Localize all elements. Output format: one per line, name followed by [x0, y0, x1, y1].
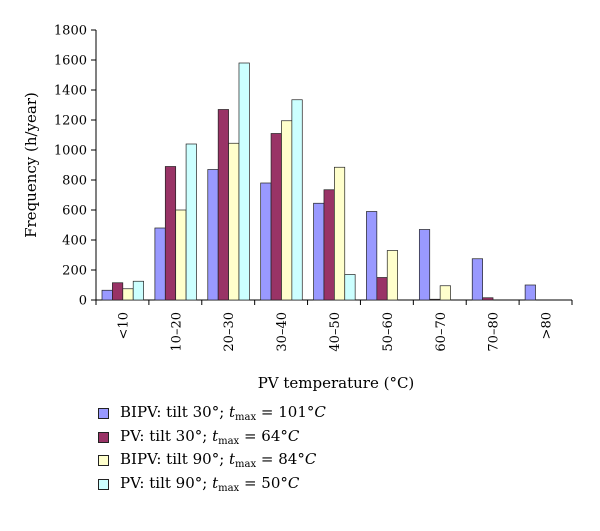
x-tick-label: >80	[540, 312, 555, 339]
bar	[132, 280, 144, 301]
x-tick-label: 40–50	[328, 312, 343, 352]
legend-swatch-series-3	[98, 455, 109, 466]
legend-swatch-series-4	[98, 478, 109, 490]
bar	[228, 142, 240, 301]
bar	[524, 284, 536, 301]
bar	[313, 202, 325, 301]
bar	[429, 298, 441, 301]
bar	[185, 143, 197, 301]
x-tick-label: 60–70	[434, 312, 449, 352]
x-tick-label: <10	[116, 312, 131, 339]
x-tick-label: 10–20	[169, 312, 184, 352]
x-axis: <10 10–20 20–30 30–40 40–50 50–60 60–70 70–80 >8…	[95, 299, 573, 352]
x-tick-label: 70–80	[487, 312, 502, 352]
bar	[112, 282, 124, 301]
bar	[323, 189, 335, 301]
bar	[482, 297, 494, 301]
x-tick-label: 50–60	[381, 312, 396, 352]
bar	[376, 277, 388, 301]
bar	[366, 211, 378, 301]
bar	[101, 289, 113, 301]
bar	[154, 227, 166, 301]
bar	[439, 285, 451, 301]
legend-label-series-3: BIPV: tilt 90°; tmax = 84°C	[120, 450, 317, 470]
bar	[281, 120, 293, 301]
y-tick-label: 1000	[54, 144, 87, 159]
bar	[175, 209, 187, 301]
y-tick-label: 800	[62, 174, 87, 189]
y-tick-label: 600	[62, 204, 87, 219]
x-ticks: <10 10–20 20–30 30–40 40–50 50–60 60–70 70–80 >8…	[95, 300, 573, 352]
y-tick-label: 0	[79, 294, 87, 309]
y-ticks: 0 200 400 600 800 1000 1200 1400 1600 1800	[54, 24, 96, 309]
bar	[207, 169, 219, 301]
series-3-bars	[122, 120, 451, 301]
bar	[334, 166, 346, 301]
y-tick-label: 200	[62, 264, 87, 279]
series-4-bars	[132, 62, 356, 301]
y-axis: 0 200 400 600 800 1000 1200 1400 1600 1800	[54, 24, 97, 309]
y-tick-label: 1200	[54, 114, 87, 129]
y-tick-label: 400	[62, 234, 87, 249]
x-axis-title: PV temperature (°C)	[258, 374, 415, 392]
bar	[164, 166, 177, 301]
x-tick-label: 20–30	[222, 312, 237, 352]
bar	[418, 229, 431, 301]
bars	[101, 62, 536, 301]
bar	[260, 182, 272, 301]
x-tick-label: 30–40	[275, 312, 290, 352]
y-axis-title: Frequency (h/year)	[22, 92, 40, 238]
bar-chart: 0 200 400 600 800 1000 1200 1400 1600 1800 <10 10–…	[22, 24, 573, 392]
series-2-bars	[112, 109, 494, 301]
bar	[122, 288, 134, 301]
bar	[270, 133, 282, 301]
legend-label-series-2: PV: tilt 30°; tmax = 64°C	[120, 426, 300, 447]
y-tick-label: 1400	[54, 84, 87, 99]
bar	[291, 99, 303, 301]
bar	[217, 109, 229, 301]
bar	[344, 274, 356, 301]
bar	[238, 62, 250, 301]
legend-swatch-series-1	[98, 408, 109, 419]
legend-label-series-4: PV: tilt 90°; tmax = 50°C	[120, 473, 300, 494]
y-tick-label: 1800	[54, 24, 87, 39]
bar	[386, 250, 398, 301]
legend-label-series-1: BIPV: tilt 30°; tmax = 101°C	[120, 403, 326, 423]
y-tick-label: 1600	[54, 54, 87, 69]
bar	[471, 258, 483, 301]
legend-swatch-series-2	[98, 431, 109, 443]
